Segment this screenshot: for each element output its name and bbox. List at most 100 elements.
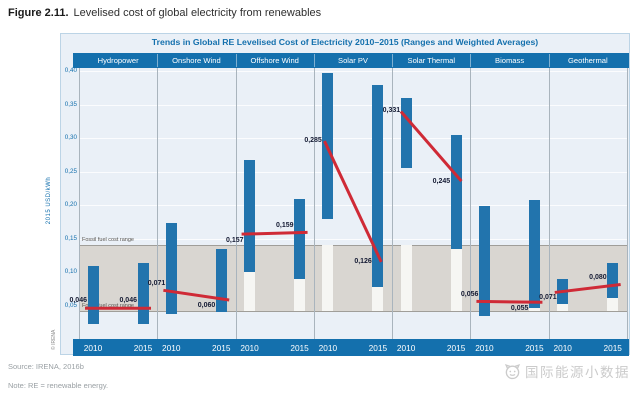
data-label: 0,046	[119, 297, 137, 305]
group-divider	[627, 68, 628, 339]
note-text: Note: RE = renewable energy.	[8, 381, 109, 390]
group-divider	[313, 68, 315, 339]
header-separator	[548, 54, 550, 67]
group-divider	[392, 68, 394, 339]
category-header-solar-thermal: Solar Thermal	[407, 56, 456, 65]
y-tick: 0,25	[64, 167, 77, 175]
range-bar-offshore-wind-2010	[244, 159, 256, 273]
data-label: 0,060	[197, 301, 216, 309]
range-bar-solar-pv-2010	[322, 73, 334, 219]
data-label: 0,071	[539, 294, 557, 302]
data-label: 0,157	[226, 236, 244, 244]
header-separator	[470, 54, 472, 67]
year-label: 2010	[83, 343, 103, 353]
range-bar-solar-thermal-2015	[450, 134, 462, 249]
figure-number: Figure 2.11.	[8, 7, 69, 19]
y-tick: 0,30	[64, 134, 77, 142]
gridline	[79, 138, 627, 140]
year-label: 2015	[446, 343, 466, 353]
x-axis-band: 2010 2015 2010 2015 2010 2015 2010 2015 2010 2015…	[73, 339, 629, 356]
bar-underlay	[400, 245, 412, 312]
header-separator	[235, 54, 237, 67]
y-tick: 0,40	[64, 67, 77, 75]
range-bar-hydropower-2010	[87, 266, 99, 325]
y-tick: 0,35	[64, 100, 77, 108]
y-tick: 0,10	[64, 268, 77, 276]
group-divider	[157, 68, 159, 339]
year-label: 2015	[133, 343, 153, 353]
gridline	[79, 104, 627, 106]
header-separator	[392, 54, 394, 67]
watermark: 国际能源小数据	[504, 361, 630, 381]
gridline	[79, 171, 627, 173]
category-header-offshore-wind: Offshore Wind	[250, 56, 299, 65]
range-bar-solar-pv-2015	[372, 85, 384, 288]
year-label: 2010	[240, 343, 259, 353]
bar-underlay	[372, 287, 384, 312]
y-axis-label: 2015 USD/kWh	[46, 176, 52, 225]
year-label: 2015	[212, 343, 231, 353]
category-header-biomass: Biomass	[495, 56, 525, 65]
watermark-text: 国际能源小数据	[525, 365, 630, 380]
year-label: 2010	[318, 343, 338, 353]
bar-underlay	[294, 278, 306, 312]
year-label: 2010	[553, 343, 572, 353]
range-bar-biomass-2015	[528, 199, 540, 308]
range-bar-solar-thermal-2010	[400, 98, 412, 169]
source-text: Source: IRENA, 2016b	[8, 362, 84, 371]
y-tick: 0,05	[64, 301, 77, 309]
bar-underlay	[528, 307, 540, 312]
year-label: 2010	[162, 343, 181, 353]
year-label: 2010	[396, 343, 416, 353]
category-header-row: Hydropower Onshore Wind Offshore Wind Solar…	[73, 53, 629, 68]
figure-title: Levelised cost of global electricity fro…	[73, 7, 322, 19]
chart-title: Trends in Global RE Levelised Cost of El…	[151, 37, 539, 47]
bar-underlay	[557, 304, 569, 312]
bar-underlay	[322, 245, 334, 312]
data-label: 0,285	[304, 137, 322, 145]
year-label: 2015	[368, 343, 388, 353]
data-label: 0,331	[382, 106, 401, 114]
y-tick: 0,15	[64, 234, 77, 242]
header-separator	[313, 54, 315, 67]
fossil-band	[79, 245, 627, 313]
group-divider	[235, 68, 237, 339]
data-label: 0,245	[432, 178, 451, 186]
fossil-band-label-top: Fossil fuel cost range	[82, 237, 134, 244]
year-label: 2015	[290, 343, 309, 353]
range-bar-onshore-wind-2010	[165, 223, 177, 314]
range-bar-biomass-2010	[478, 205, 490, 316]
year-label: 2010	[475, 343, 494, 353]
data-label: 0,071	[147, 280, 166, 288]
data-label: 0,056	[460, 290, 479, 298]
data-label: 0,159	[276, 221, 294, 229]
group-divider	[79, 68, 80, 339]
irena-copyright: © IRENA	[51, 329, 57, 350]
range-bar-geothermal-2015	[607, 263, 619, 298]
year-label: 2015	[603, 343, 622, 353]
range-bar-onshore-wind-2015	[215, 248, 227, 313]
group-divider	[548, 68, 550, 339]
fossil-band-label-bottom: Fossil fuel cost range	[82, 303, 134, 310]
chart-panel: Trends in Global RE Levelised Cost of El…	[60, 33, 630, 356]
data-label: 0,055	[510, 305, 529, 313]
y-tick: 0,20	[64, 201, 77, 209]
gridline	[79, 205, 627, 207]
category-header-solar-pv: Solar PV	[338, 56, 368, 65]
watermark-face-icon	[504, 363, 521, 379]
data-label: 0,126	[354, 257, 372, 265]
category-header-geothermal: Geothermal	[568, 56, 608, 65]
bar-underlay	[244, 272, 256, 312]
category-header-onshore-wind: Onshore Wind	[172, 56, 221, 65]
year-label: 2015	[525, 343, 544, 353]
category-header-hydropower: Hydropower	[97, 56, 139, 65]
header-separator	[157, 54, 159, 67]
bar-underlay	[450, 248, 462, 312]
data-label: 0,080	[589, 274, 607, 282]
range-bar-geothermal-2010	[557, 279, 569, 305]
range-bar-offshore-wind-2015	[294, 199, 306, 279]
range-bar-hydropower-2015	[137, 263, 149, 325]
data-label: 0,046	[69, 297, 87, 305]
gridline	[79, 71, 627, 73]
